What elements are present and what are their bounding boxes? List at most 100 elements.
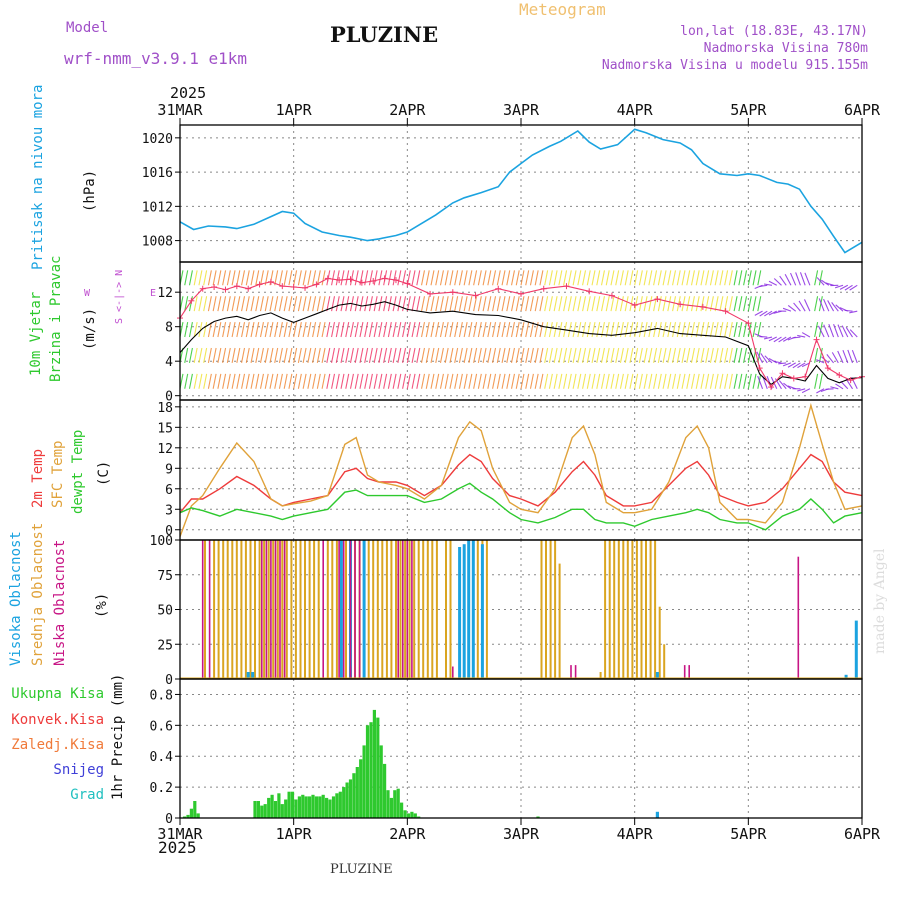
wind-barb	[326, 296, 331, 312]
wind-barb	[782, 362, 792, 367]
panel-frame	[179, 678, 863, 819]
wind-barb	[421, 270, 426, 286]
wind-barb	[591, 296, 596, 312]
wind-barb	[378, 347, 383, 364]
wind-barb	[340, 322, 345, 338]
wind-barb	[818, 347, 823, 364]
wind-barb	[624, 322, 629, 338]
xtick-label-bottom: 2APR	[389, 825, 426, 843]
wind-barb	[820, 279, 830, 286]
precip-bar	[383, 763, 387, 818]
wind-barb	[548, 270, 553, 286]
wind-barb	[331, 270, 336, 286]
wind-barb	[591, 322, 596, 338]
precip-bar	[338, 791, 342, 818]
cloud-bar	[294, 540, 297, 679]
wind-barb	[312, 296, 317, 312]
year-label-top: 2025	[170, 84, 207, 102]
wind-barb	[501, 270, 506, 286]
wind-barb	[316, 347, 321, 364]
wind-barb	[553, 347, 558, 364]
wind-barb	[600, 270, 605, 286]
wind-barb	[757, 375, 764, 389]
wind-barb	[681, 373, 686, 389]
wind-barb	[250, 270, 255, 286]
wind-barb	[383, 347, 388, 364]
wind-barb	[515, 347, 520, 364]
wind-barb	[814, 347, 819, 364]
wind-barb	[477, 296, 482, 312]
wind-barb	[799, 272, 806, 286]
wind-barb	[364, 296, 369, 312]
wind-barb	[615, 347, 620, 364]
wind-barb	[259, 296, 264, 312]
wind-barb	[662, 270, 667, 286]
wind-barb	[817, 325, 825, 338]
cloud-bar	[372, 540, 375, 679]
wind-barb	[222, 347, 227, 364]
wind-barb	[634, 296, 639, 312]
xtick-label-top: 4APR	[617, 101, 654, 119]
cloud-bar	[549, 540, 552, 679]
wind-barb	[619, 373, 624, 389]
wind-barb	[392, 322, 397, 338]
cloud-bar	[254, 540, 256, 679]
wind-barb	[548, 347, 553, 364]
wind-barb	[364, 270, 369, 286]
wind-barb	[241, 322, 246, 338]
wind-barb	[207, 347, 212, 364]
wind-barb	[605, 270, 610, 286]
wind-barb	[506, 296, 511, 312]
precip-bar	[189, 808, 193, 818]
wind-barb	[738, 322, 743, 338]
wind-barb	[425, 347, 430, 364]
cloud-bar	[244, 540, 247, 679]
cloud-bar	[411, 540, 413, 679]
wind-barb	[226, 270, 231, 286]
wind-barb	[672, 322, 677, 338]
cloud-bar	[408, 540, 411, 679]
station-title: PLUZINE	[330, 22, 439, 47]
wind-barb	[345, 373, 350, 389]
wind-barb	[792, 336, 801, 339]
cloud-bar	[449, 540, 452, 679]
wind-barb	[539, 296, 544, 312]
wind-barb	[534, 373, 539, 389]
wind-barb	[690, 347, 695, 364]
wind-barb	[624, 296, 629, 312]
wind-barb	[496, 270, 501, 286]
wind-barb	[463, 322, 468, 338]
wind-barb	[515, 296, 520, 312]
wind-barb	[610, 296, 615, 312]
wind-barb	[278, 322, 283, 338]
wind-barb	[241, 296, 246, 312]
wind-barb	[307, 296, 312, 312]
wind-barb	[373, 270, 378, 286]
wind-barb	[733, 322, 738, 338]
wind-barb	[449, 270, 454, 286]
cloud-bar	[622, 540, 625, 679]
wind-barb	[463, 373, 468, 389]
wind-barb	[487, 373, 492, 389]
wind-barb	[719, 322, 724, 338]
wind-barb	[207, 373, 212, 389]
wind-barb	[529, 270, 534, 286]
wind-barb	[316, 270, 321, 286]
wind-barb	[454, 322, 459, 338]
wind-barb	[834, 284, 844, 289]
wind-barb	[231, 296, 236, 312]
wind-barb	[449, 373, 454, 389]
wind-barb	[605, 347, 610, 364]
xtick-label-bottom: 1APR	[276, 825, 313, 843]
wind-barb	[340, 296, 345, 312]
wind-barb	[768, 280, 778, 286]
wind-barb	[709, 322, 714, 338]
wind-barb	[458, 347, 463, 364]
wind-barb	[816, 277, 825, 286]
wind-barb	[245, 322, 250, 338]
wind-barb	[383, 296, 388, 312]
wind-barb	[797, 388, 806, 392]
wind-gust-line	[179, 277, 863, 389]
precip-bar	[193, 801, 197, 818]
wind-barb	[449, 347, 454, 364]
